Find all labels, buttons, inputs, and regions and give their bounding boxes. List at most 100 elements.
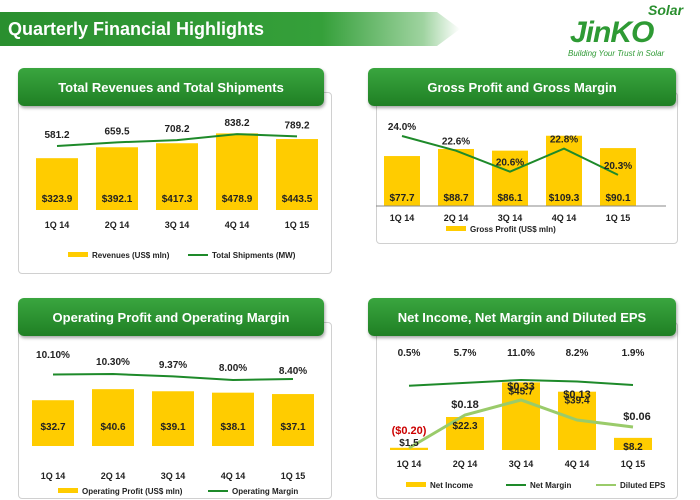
category-label: 4Q 14: [552, 213, 577, 223]
bar: [156, 143, 198, 210]
line-series: [56, 133, 298, 147]
category-label: 2Q 14: [444, 213, 469, 223]
legend-label: Net Income: [430, 481, 474, 490]
bar: [276, 139, 318, 210]
net-panel-header: Net Income, Net Margin and Diluted EPS: [368, 298, 676, 336]
bar: [502, 382, 540, 450]
bar-data-label: $90.1: [605, 193, 630, 204]
net-chart: 0.5% 5.7% 11.0% 8.2% 1.9% ($0.20) $0.18 $0.33 $0…: [390, 348, 666, 490]
category-label: 1Q 15: [606, 213, 631, 223]
bar: [384, 156, 420, 206]
line-data-label: 22.8%: [550, 135, 578, 146]
bar: [92, 389, 134, 446]
line-data-label: 8.2%: [566, 348, 589, 359]
operating-panel-header: Operating Profit and Operating Margin: [18, 298, 324, 336]
legend-label: Net Margin: [530, 481, 571, 490]
category-label: 1Q 14: [45, 220, 70, 230]
line-data-label: 20.3%: [604, 161, 632, 172]
line-data-label: 1.9%: [622, 348, 645, 359]
page-title: Quarterly Financial Highlights: [8, 19, 265, 39]
eps-data-label: $0.06: [623, 411, 651, 423]
category-label: 1Q 14: [41, 471, 66, 481]
bar: [32, 400, 74, 446]
line-series: [408, 378, 634, 387]
line-data-label: 22.6%: [442, 137, 470, 148]
line-data-label: 789.2: [284, 120, 309, 131]
gross-chart: 24.0% 22.6% 20.6% 22.8% 20.3% $77.7 $88.7 $86.1…: [376, 122, 666, 234]
bar-data-label: $443.5: [282, 194, 313, 205]
line-data-label: 659.5: [104, 126, 129, 137]
line-data-label: 838.2: [224, 118, 249, 129]
revenue-chart: 581.2 659.5 708.2 838.2 789.2 $323.9 $392.1 $41…: [36, 118, 318, 260]
bar: [546, 135, 582, 206]
category-label: 1Q 15: [621, 459, 646, 469]
legend-label: Total Shipments (MW): [212, 251, 296, 260]
bar-data-label: $417.3: [162, 194, 193, 205]
category-label: 1Q 14: [390, 213, 415, 223]
category-label: 4Q 14: [565, 459, 590, 469]
eps-data-label: ($0.20): [392, 425, 427, 437]
line-data-label: 8.00%: [219, 363, 247, 374]
bar: [216, 133, 258, 210]
bar: [600, 148, 636, 206]
bar-data-label: $22.3: [452, 421, 477, 432]
line-series: [52, 372, 294, 382]
line-data-label: 10.30%: [96, 357, 130, 368]
category-label: 2Q 14: [101, 471, 126, 481]
company-logo: Solar JinKO Building Your Trust in Solar: [568, 2, 698, 62]
category-label: 3Q 14: [498, 213, 523, 223]
line-data-label: 8.40%: [279, 366, 307, 377]
legend-swatch: [58, 488, 78, 493]
line-data-label: 10.10%: [36, 350, 70, 361]
bar-data-label: $77.7: [389, 193, 414, 204]
bar-data-label: $45.7: [508, 386, 533, 397]
line-data-label: 20.6%: [496, 158, 524, 169]
legend-label: Gross Profit (US$ mln): [470, 225, 556, 234]
line-data-label: 5.7%: [454, 348, 477, 359]
bar: [272, 394, 314, 446]
eps-data-label: $0.13: [563, 389, 591, 401]
legend-label: Operating Margin: [232, 487, 298, 496]
line-data-label: 11.0%: [507, 348, 535, 359]
logo-brand: JinKO: [570, 16, 654, 49]
category-label: 1Q 15: [285, 220, 310, 230]
legend-label: Diluted EPS: [620, 481, 666, 490]
eps-data-label: $0.33: [507, 381, 535, 393]
gross-panel-header: Gross Profit and Gross Margin: [368, 68, 676, 106]
legend-swatch: [406, 482, 426, 487]
line-series: [401, 135, 619, 176]
legend-label: Operating Profit (US$ mln): [82, 487, 183, 496]
bar-data-label: $8.2: [623, 442, 643, 453]
category-label: 4Q 14: [221, 471, 246, 481]
line-data-label: 581.2: [44, 130, 69, 141]
category-label: 3Q 14: [509, 459, 534, 469]
bar-data-label: $109.3: [549, 193, 580, 204]
logo-sub: Solar: [648, 2, 684, 18]
line-data-label: 0.5%: [398, 348, 421, 359]
line-data-label: 9.37%: [159, 360, 187, 371]
operating-chart: 10.10% 10.30% 9.37% 8.00% 8.40% $32.7 $40.6 $39…: [32, 350, 314, 496]
bar: [614, 437, 652, 450]
bar-data-label: $37.1: [280, 422, 305, 433]
legend-swatch: [68, 252, 88, 257]
eps-line-series: [408, 398, 634, 450]
legend-swatch: [446, 226, 466, 231]
bar-data-label: $86.1: [497, 193, 522, 204]
logo-tagline: Building Your Trust in Solar: [568, 49, 665, 58]
category-label: 3Q 14: [165, 220, 190, 230]
bar-data-label: $88.7: [443, 193, 468, 204]
category-label: 2Q 14: [105, 220, 130, 230]
bar-data-label: $1.5: [399, 438, 419, 449]
eps-data-label: $0.18: [451, 399, 479, 411]
line-data-label: 708.2: [164, 124, 189, 135]
bar-data-label: $323.9: [42, 194, 73, 205]
category-label: 3Q 14: [161, 471, 186, 481]
category-label: 2Q 14: [453, 459, 478, 469]
bar: [212, 392, 254, 446]
bar: [152, 391, 194, 446]
category-label: 1Q 15: [281, 471, 306, 481]
bar-data-label: $39.4: [564, 396, 589, 407]
bar-data-label: $38.1: [220, 422, 245, 433]
bar: [36, 158, 78, 210]
bar: [492, 150, 528, 206]
